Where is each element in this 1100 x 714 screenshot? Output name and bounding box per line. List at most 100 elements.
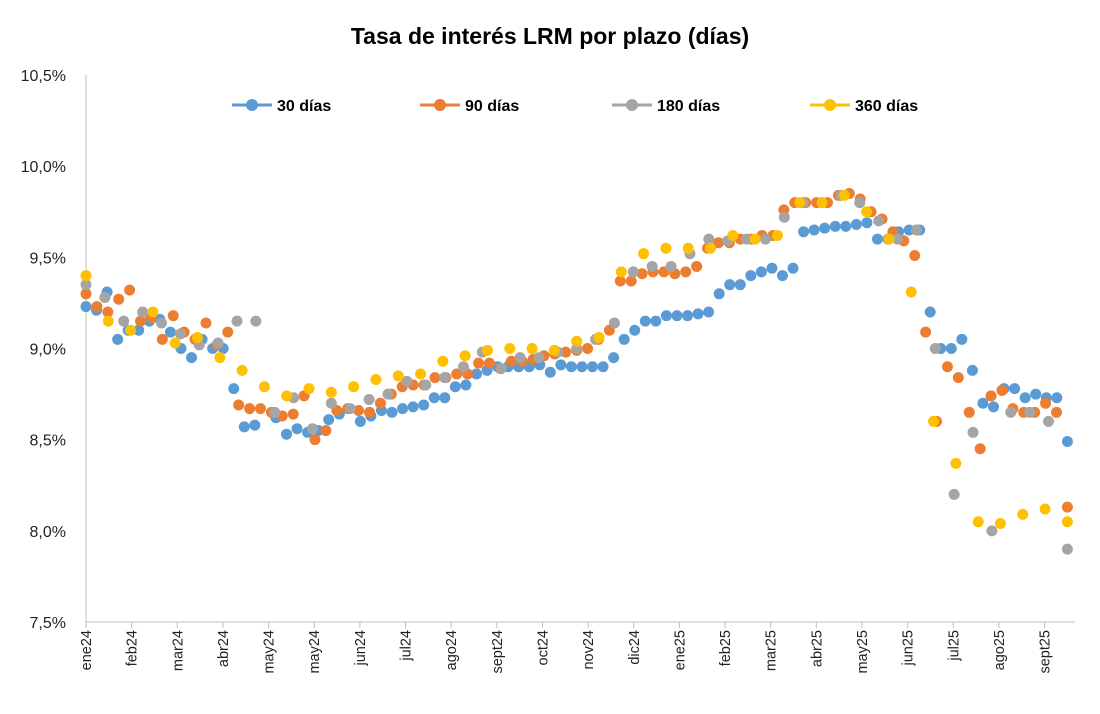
data-point: [167, 310, 179, 322]
data-point: [988, 401, 1000, 413]
data-point: [996, 384, 1008, 396]
data-point: [587, 361, 599, 373]
data-point: [287, 408, 299, 420]
data-point: [397, 403, 409, 415]
data-point: [325, 386, 337, 398]
data-point: [415, 368, 427, 380]
data-point: [840, 220, 852, 232]
data-point: [703, 233, 715, 245]
data-point: [320, 425, 332, 437]
data-point: [124, 284, 136, 296]
data-point: [228, 383, 240, 395]
data-point: [1009, 383, 1021, 395]
data-point: [883, 233, 895, 245]
data-point: [80, 279, 92, 291]
data-point: [861, 206, 873, 218]
data-point: [249, 419, 261, 431]
data-point: [483, 357, 495, 369]
x-tick-label: jun24: [353, 630, 369, 666]
data-point: [102, 306, 114, 318]
data-point: [212, 337, 224, 349]
data-point: [1051, 392, 1063, 404]
data-point: [636, 268, 648, 280]
data-point: [691, 260, 703, 272]
data-point: [952, 372, 964, 384]
x-tick-label: mar24: [170, 630, 186, 671]
data-point: [627, 266, 639, 278]
data-point: [727, 229, 739, 241]
data-point: [787, 262, 799, 274]
data-point: [838, 189, 850, 201]
data-point: [533, 352, 545, 364]
legend: 30 días 90 días 180 días 360 días: [232, 98, 918, 115]
data-point: [966, 364, 978, 376]
data-point: [451, 368, 463, 380]
data-point: [186, 352, 198, 364]
data-point: [892, 233, 904, 245]
data-point: [407, 401, 419, 413]
data-point: [703, 306, 715, 318]
data-point: [281, 390, 293, 402]
data-point: [514, 352, 526, 364]
data-point: [1061, 543, 1073, 555]
x-tick-label: jun25: [901, 630, 917, 666]
data-point: [222, 326, 234, 338]
data-point: [1061, 435, 1073, 447]
data-point: [348, 381, 360, 393]
data-point: [118, 315, 130, 327]
data-point: [618, 333, 630, 345]
data-point: [439, 392, 451, 404]
data-point: [164, 326, 176, 338]
data-point: [214, 352, 226, 364]
x-tick-label: dic24: [627, 630, 643, 665]
data-point: [749, 233, 761, 245]
data-point: [363, 394, 375, 406]
data-point: [929, 343, 941, 354]
data-point: [956, 333, 968, 345]
data-point: [759, 233, 771, 245]
legend-label: 30 días: [277, 98, 331, 115]
data-point: [816, 197, 828, 209]
data-point: [428, 392, 440, 404]
data-point: [1017, 508, 1029, 520]
data-point: [80, 288, 92, 300]
data-point: [593, 332, 605, 344]
data-point: [945, 343, 957, 354]
data-point: [449, 381, 461, 393]
y-tick-label: 10,0%: [21, 159, 66, 176]
data-point: [112, 333, 124, 345]
data-point: [169, 337, 181, 349]
data-point: [972, 516, 984, 528]
data-point: [794, 197, 806, 209]
data-point: [994, 518, 1006, 530]
data-point: [766, 262, 778, 274]
data-point: [1030, 388, 1042, 400]
data-point: [692, 308, 704, 320]
data-point: [258, 381, 270, 393]
data-point: [473, 357, 485, 369]
data-point: [967, 426, 979, 438]
data-point: [526, 343, 538, 354]
y-tick-label: 8,0%: [30, 524, 66, 541]
data-point: [309, 434, 321, 446]
data-point: [102, 315, 114, 327]
data-point: [681, 310, 693, 322]
data-point: [133, 324, 145, 336]
data-point: [231, 315, 243, 327]
data-point: [460, 379, 472, 391]
data-point: [629, 324, 641, 336]
data-point: [269, 406, 281, 418]
data-point: [147, 306, 159, 318]
data-point: [745, 270, 757, 282]
data-point: [254, 403, 266, 415]
legend-label: 90 días: [465, 98, 519, 115]
data-point: [646, 260, 658, 272]
data-point: [1019, 392, 1031, 404]
series-180-días: [80, 189, 1073, 555]
data-point: [948, 488, 960, 500]
data-point: [80, 301, 92, 313]
data-point: [850, 219, 862, 231]
data-point: [941, 361, 953, 373]
data-point: [608, 352, 620, 364]
data-point: [156, 333, 168, 345]
